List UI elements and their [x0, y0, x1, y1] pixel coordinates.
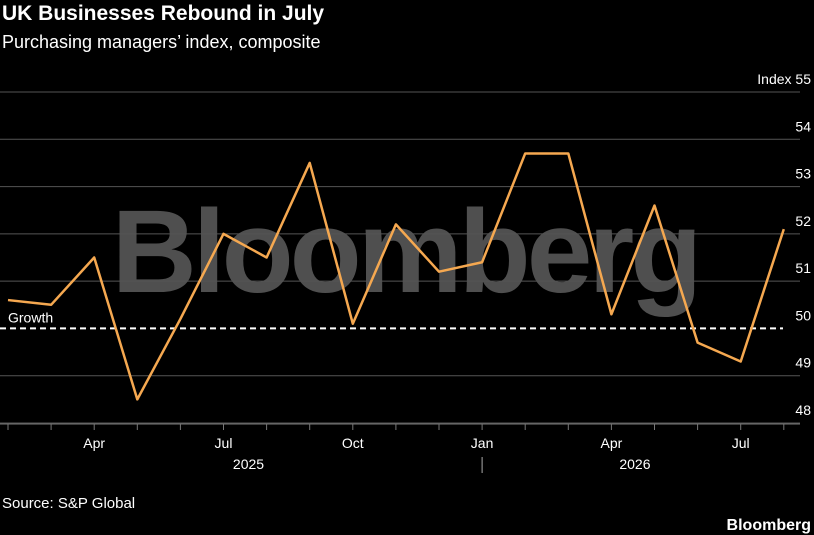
y-tick-label: 50 [795, 307, 811, 323]
reference-label: Growth [8, 309, 53, 325]
year-label: 2026 [619, 456, 650, 472]
y-tick-label: 51 [795, 260, 811, 276]
year-label: 2025 [233, 456, 264, 472]
x-tick-label: Apr [83, 435, 105, 451]
y-tick-label: 49 [795, 355, 811, 371]
x-tick-label: Jan [471, 435, 494, 451]
y-tick-label: 53 [795, 166, 811, 182]
y-tick-label: Index 55 [757, 71, 811, 87]
source: Source: S&P Global [2, 495, 135, 512]
y-tick-label: 54 [795, 118, 811, 134]
chart-subtitle: Purchasing managers’ index, composite [2, 32, 321, 52]
x-tick-label: Apr [601, 435, 623, 451]
data-line [7, 152, 785, 401]
x-tick-label: Jul [215, 435, 233, 451]
chart-title: UK Businesses Rebound in July [2, 2, 324, 25]
watermark: Bloomberg [112, 186, 699, 318]
x-tick-label: Jul [732, 435, 750, 451]
y-tick-label: 52 [795, 213, 811, 229]
x-tick-label: Oct [342, 435, 364, 451]
y-tick-label: 48 [795, 402, 811, 418]
logo: Bloomberg [727, 517, 811, 534]
